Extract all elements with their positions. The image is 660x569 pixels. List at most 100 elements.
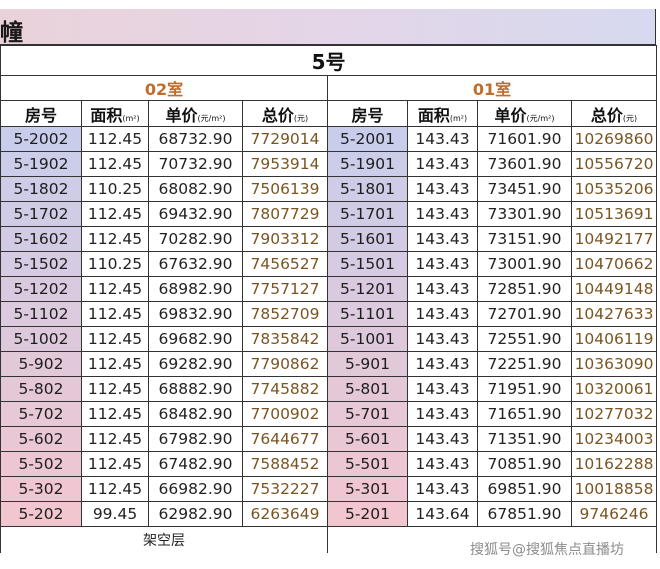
area-cell: 143.43 xyxy=(407,351,478,377)
table-row: 5-502 112.45 67482.90 7588452 5-501 143.43 708… xyxy=(0,451,658,477)
total-price-cell: 10535206 xyxy=(570,176,658,202)
area-cell: 143.43 xyxy=(407,301,478,327)
column-header-unit: (元) xyxy=(293,113,309,123)
unit-price-cell: 69432.90 xyxy=(148,201,243,227)
total-price-cell: 6263649 xyxy=(242,501,328,527)
area-cell: 112.45 xyxy=(81,376,149,402)
unit-price-cell: 73151.90 xyxy=(477,226,572,252)
table-row: 5-1202 112.45 68982.90 7757127 5-1201 143.43 7… xyxy=(0,276,658,302)
room-number-cell: 5-802 xyxy=(0,376,82,402)
area-cell: 110.25 xyxy=(81,251,149,277)
area-cell: 99.45 xyxy=(81,501,149,527)
area-cell: 143.43 xyxy=(407,126,478,152)
room-number-cell: 5-1501 xyxy=(327,251,408,277)
column-header: 单价(元/m²) xyxy=(477,100,572,127)
total-price-cell: 10269860 xyxy=(570,126,658,152)
area-cell: 143.43 xyxy=(407,451,478,477)
unit-price-cell: 73601.90 xyxy=(477,151,572,177)
unit-price-cell: 71351.90 xyxy=(477,426,572,452)
area-cell: 143.43 xyxy=(407,426,478,452)
unit-price-cell: 68982.90 xyxy=(148,276,243,302)
total-price-cell: 7745882 xyxy=(242,376,328,402)
column-header-label: 单价 xyxy=(494,105,527,125)
table-row: 5-902 112.45 69282.90 7790862 5-901 143.43 722… xyxy=(0,351,658,377)
total-price-cell: 7700902 xyxy=(242,401,328,427)
room-number-cell: 5-601 xyxy=(327,426,408,452)
column-header-label: 面积 xyxy=(417,105,450,125)
total-price-cell: 10470662 xyxy=(570,251,658,277)
total-price-cell: 7532227 xyxy=(242,476,328,502)
total-price-cell: 10492177 xyxy=(570,226,658,252)
table-row: 5-1502 110.25 67632.90 7456527 5-1501 143.43 7… xyxy=(0,251,658,277)
title-banner: 幢 xyxy=(0,9,656,46)
unit-price-cell: 70282.90 xyxy=(148,226,243,252)
total-price-cell: 7903312 xyxy=(242,226,328,252)
total-price-cell: 7456527 xyxy=(242,251,328,277)
room-number-cell: 5-1702 xyxy=(0,201,82,227)
unit-price-cell: 70732.90 xyxy=(148,151,243,177)
area-cell: 112.45 xyxy=(81,401,149,427)
footer-row: 架空层 xyxy=(0,526,658,553)
total-price-cell: 7835842 xyxy=(242,326,328,352)
unit-price-cell: 68732.90 xyxy=(148,126,243,152)
area-cell: 112.45 xyxy=(81,451,149,477)
area-cell: 112.45 xyxy=(81,126,149,152)
watermark: 搜狐号@搜狐焦点直播坊 xyxy=(470,542,624,558)
table-row: 5-1702 112.45 69432.90 7807729 5-1701 143.43 7… xyxy=(0,201,658,227)
total-price-cell: 9746246 xyxy=(570,501,658,527)
room-number-cell: 5-1701 xyxy=(327,201,408,227)
area-cell: 112.45 xyxy=(81,351,149,377)
room-number-cell: 5-702 xyxy=(0,401,82,427)
room-number-cell: 5-902 xyxy=(0,351,82,377)
area-cell: 143.43 xyxy=(407,401,478,427)
room-number-cell: 5-2002 xyxy=(0,126,82,152)
column-header-label: 房号 xyxy=(24,105,57,125)
column-header: 面积(m²) xyxy=(81,100,149,127)
price-table: 5号 02室 01室 房号 面积(m²) 单价(元/m²) 总价(元) 房号 面积(m²)… xyxy=(0,45,658,553)
unit-price-cell: 71951.90 xyxy=(477,376,572,402)
unit-price-cell: 69682.90 xyxy=(148,326,243,352)
column-header-label: 单价 xyxy=(165,105,198,125)
room-number-cell: 5-2001 xyxy=(327,126,408,152)
stilt-floor-label: 架空层 xyxy=(0,526,328,553)
room-number-cell: 5-1802 xyxy=(0,176,82,202)
room-number-cell: 5-301 xyxy=(327,476,408,502)
total-price-cell: 10427633 xyxy=(570,301,658,327)
total-price-cell: 7953914 xyxy=(242,151,328,177)
total-price-cell: 10234003 xyxy=(570,426,658,452)
unit-price-cell: 71651.90 xyxy=(477,401,572,427)
room-number-cell: 5-701 xyxy=(327,401,408,427)
unit-price-cell: 66982.90 xyxy=(148,476,243,502)
room-number-cell: 5-1801 xyxy=(327,176,408,202)
area-cell: 143.43 xyxy=(407,151,478,177)
unit-price-cell: 69282.90 xyxy=(148,351,243,377)
column-header: 房号 xyxy=(327,100,408,127)
room-number-cell: 5-501 xyxy=(327,451,408,477)
room-number-cell: 5-1102 xyxy=(0,301,82,327)
area-cell: 112.45 xyxy=(81,301,149,327)
total-price-cell: 10406119 xyxy=(570,326,658,352)
total-price-cell: 10320061 xyxy=(570,376,658,402)
room-number-cell: 5-202 xyxy=(0,501,82,527)
unit-price-cell: 71601.90 xyxy=(477,126,572,152)
unit-price-cell: 62982.90 xyxy=(148,501,243,527)
area-cell: 112.45 xyxy=(81,476,149,502)
total-price-cell: 10449148 xyxy=(570,276,658,302)
unit-price-cell: 73451.90 xyxy=(477,176,572,202)
total-price-cell: 7729014 xyxy=(242,126,328,152)
header-row: 房号 面积(m²) 单价(元/m²) 总价(元) 房号 面积(m²) 单价(元/m²) 总价(… xyxy=(0,100,658,127)
area-cell: 143.43 xyxy=(407,201,478,227)
total-price-cell: 10018858 xyxy=(570,476,658,502)
column-header-unit: (元/m²) xyxy=(197,113,226,123)
area-cell: 112.45 xyxy=(81,426,149,452)
column-header-unit: (m²) xyxy=(122,113,140,123)
area-cell: 143.43 xyxy=(407,176,478,202)
room-number-cell: 5-1001 xyxy=(327,326,408,352)
unit-price-cell: 72851.90 xyxy=(477,276,572,302)
unit-label-01: 01室 xyxy=(326,75,658,101)
total-price-cell: 10513691 xyxy=(570,201,658,227)
area-cell: 110.25 xyxy=(81,176,149,202)
room-number-cell: 5-602 xyxy=(0,426,82,452)
area-cell: 143.64 xyxy=(407,501,478,527)
column-header: 总价(元) xyxy=(570,100,658,127)
